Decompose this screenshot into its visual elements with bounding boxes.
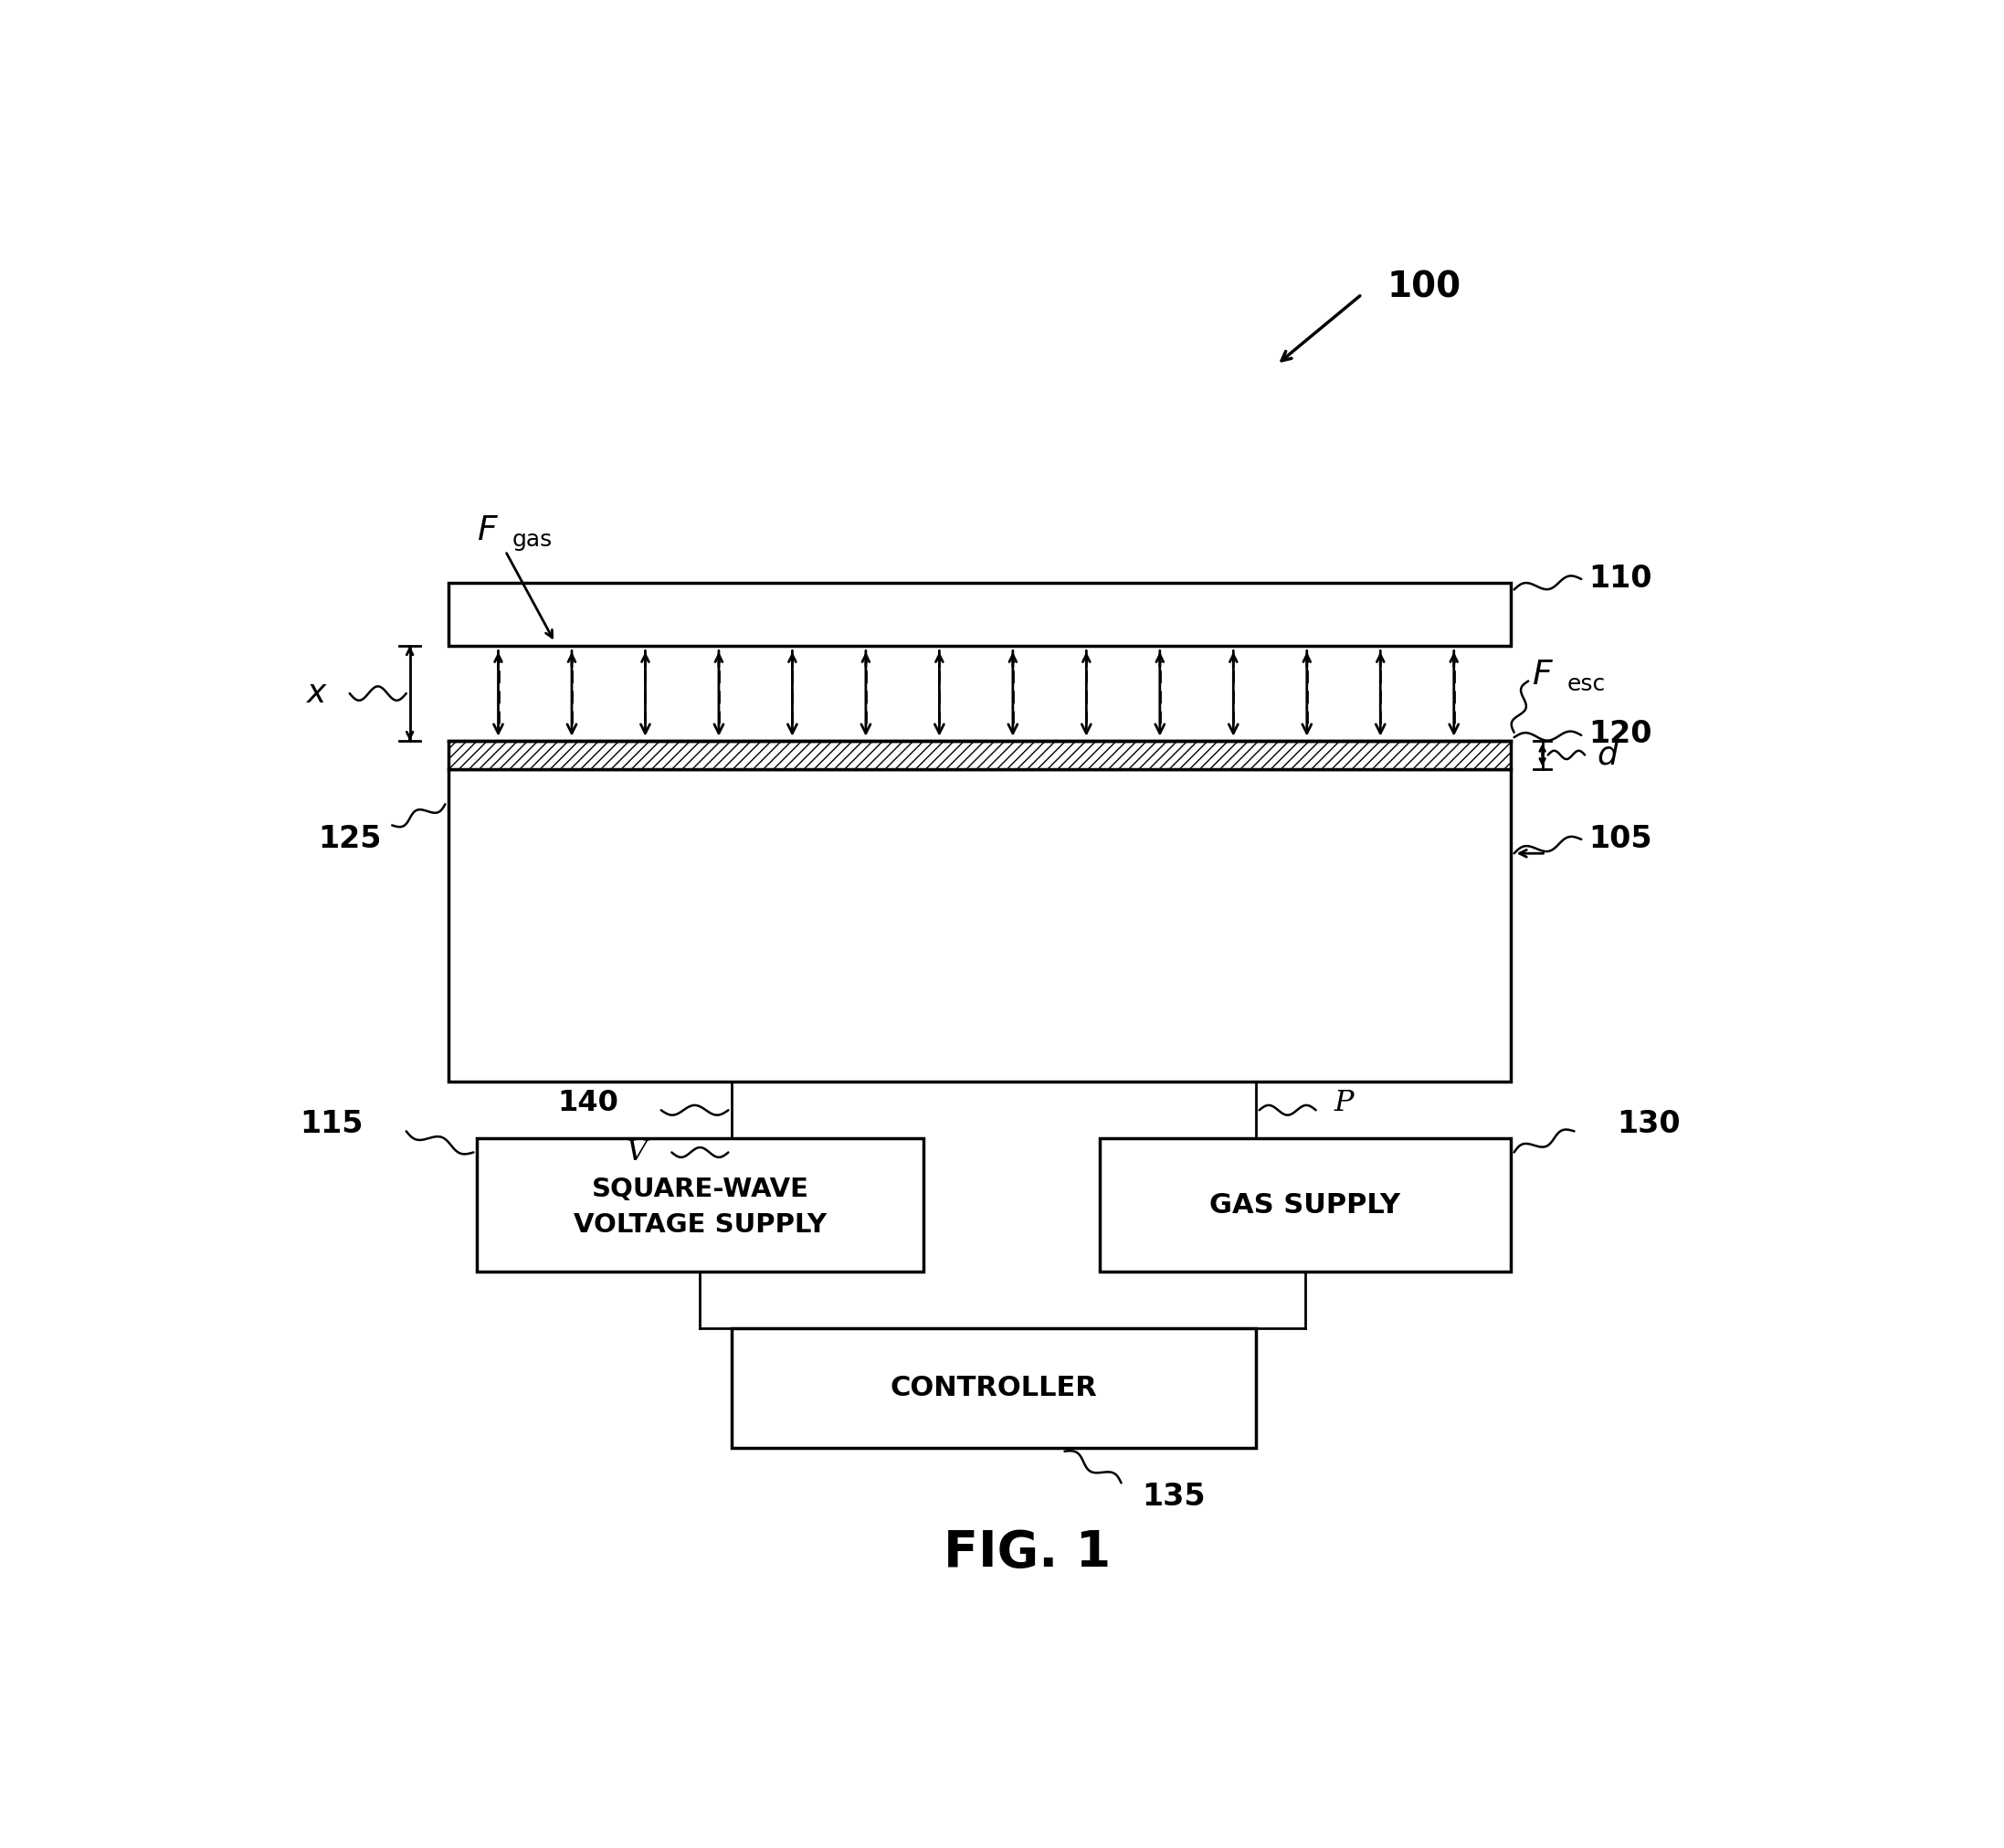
Text: 105: 105	[1589, 824, 1651, 854]
Text: x: x	[307, 678, 327, 710]
Bar	[449, 741, 1511, 769]
Text: SQUARE-WAVE: SQUARE-WAVE	[591, 1177, 810, 1203]
Bar	[1100, 1138, 1511, 1271]
Text: P: P	[1333, 1088, 1353, 1118]
Text: 135: 135	[1142, 1482, 1206, 1512]
Text: CONTROLLER: CONTROLLER	[890, 1375, 1098, 1401]
Text: 115: 115	[301, 1109, 365, 1138]
Bar	[449, 769, 1511, 1083]
Bar	[449, 582, 1511, 647]
Text: VOLTAGE SUPPLY: VOLTAGE SUPPLY	[573, 1212, 826, 1238]
Text: gas: gas	[513, 529, 553, 551]
Bar	[477, 1138, 924, 1271]
Text: $\mathit{F}$: $\mathit{F}$	[477, 514, 499, 547]
Text: esc: esc	[1567, 673, 1605, 695]
Text: d: d	[1597, 739, 1617, 771]
Bar	[731, 1329, 1257, 1447]
Text: 120: 120	[1589, 719, 1651, 748]
Text: V: V	[625, 1138, 647, 1166]
Text: 110: 110	[1589, 564, 1651, 595]
Text: 100: 100	[1387, 270, 1461, 305]
Text: FIG. 1: FIG. 1	[944, 1528, 1110, 1578]
Text: $\mathit{F}$: $\mathit{F}$	[1531, 658, 1553, 691]
Text: 130: 130	[1617, 1109, 1679, 1138]
Text: GAS SUPPLY: GAS SUPPLY	[1210, 1192, 1401, 1218]
Text: 140: 140	[557, 1088, 619, 1118]
Text: 125: 125	[319, 824, 381, 854]
